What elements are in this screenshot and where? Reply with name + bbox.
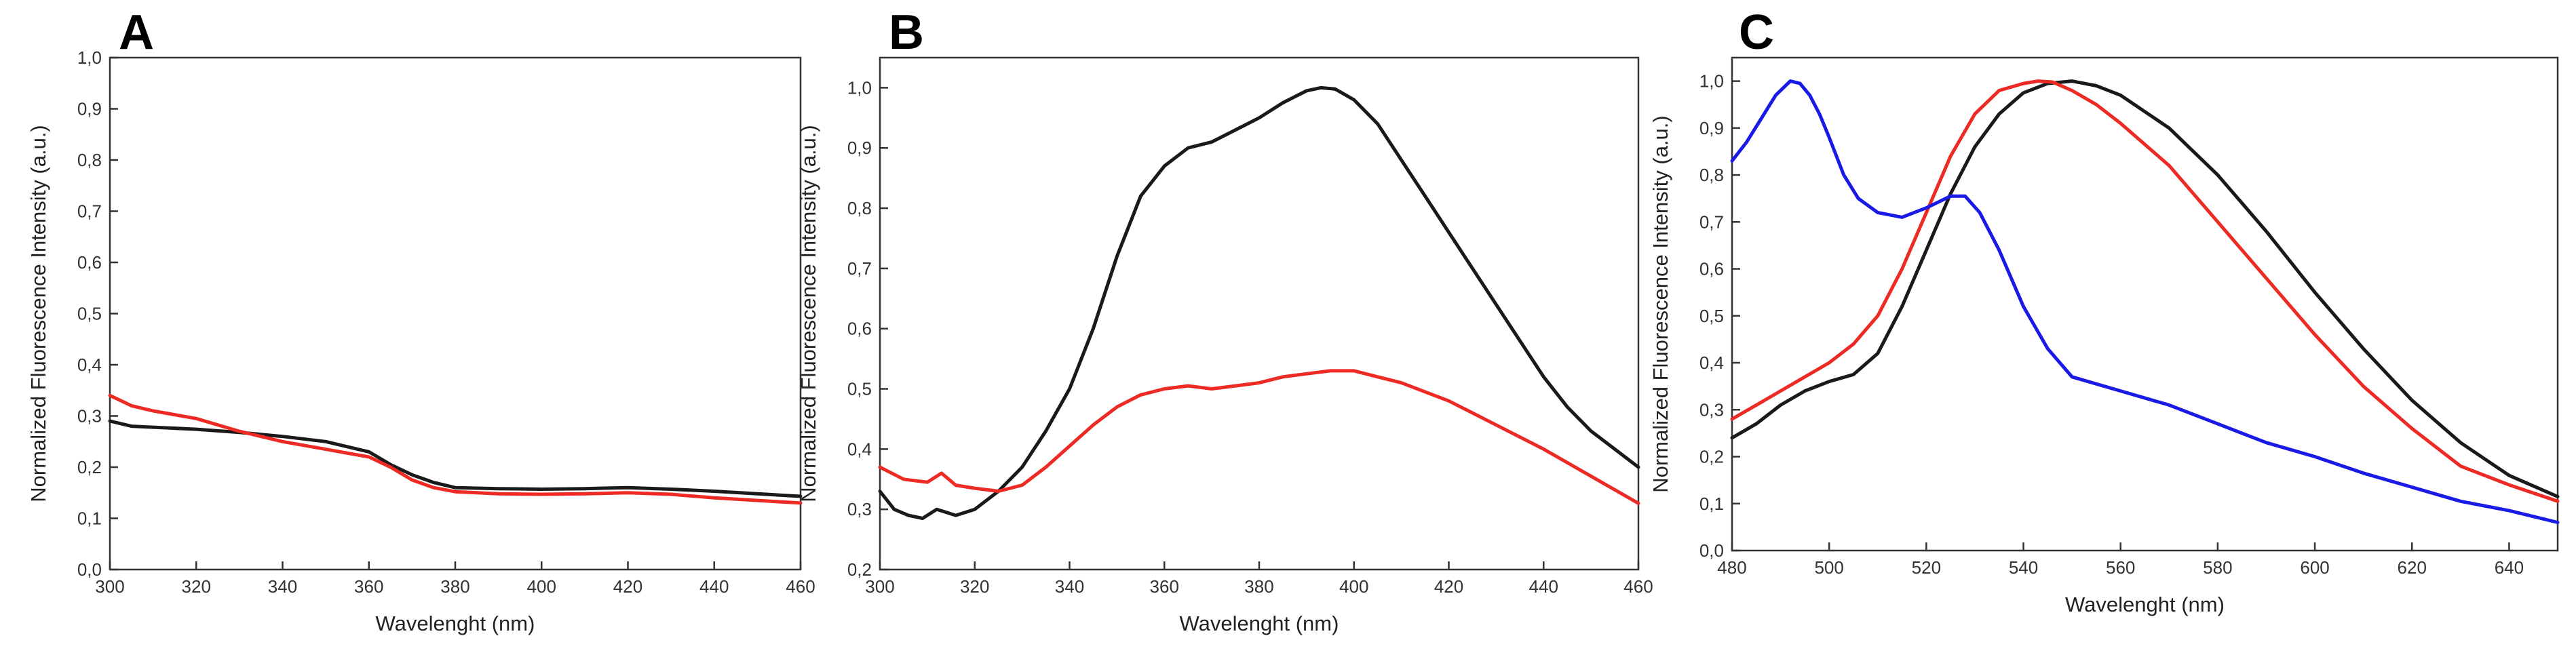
- plot-area-c: 480 500 520 540 560 580 600 620 640 0,0 0,1 0,2 0,3 0…: [1649, 56, 2560, 616]
- y-tick-label-c: 0,3: [1699, 399, 1724, 420]
- y-tick-label-a: 0,2: [77, 457, 102, 477]
- chart-panel-c: C 480 500 520 540 560 580 600 620 640 0,0 0,1 0,2 0,…: [1649, 5, 2560, 616]
- series-line-red-a: [108, 393, 803, 505]
- plot-area-b: 300 320 340 360 380 400 420 440 460 0,2 0,3 0,4 0,5 0…: [796, 56, 1653, 635]
- series-line-blue-c: [1730, 79, 2560, 524]
- y-tick-label-a: 0,3: [77, 406, 102, 426]
- y-tick-label-b: 0,2: [847, 559, 872, 580]
- y-tick-label-c: 1,0: [1699, 71, 1724, 92]
- x-tick-label-c: 640: [2495, 557, 2524, 578]
- y-tick-label-a: 0,0: [77, 559, 102, 580]
- x-tick-label-a: 360: [354, 576, 383, 597]
- panel-letter-a: A: [119, 5, 154, 60]
- y-tick-label-c: 0,5: [1699, 306, 1724, 326]
- series-line-red-b: [878, 369, 1640, 505]
- x-tick-label-b: 320: [960, 576, 989, 597]
- y-tick-label-b: 0,6: [847, 319, 872, 339]
- y-tick-label-b: 0,5: [847, 379, 872, 399]
- plot-area-a: 300 320 340 360 380 400 420 440 460 0,0 0,1 0,2 0,3 0…: [26, 47, 815, 635]
- series-line-red-c: [1730, 79, 2560, 503]
- x-tick-label-c: 500: [1814, 557, 1843, 578]
- series-line-black-a: [108, 419, 803, 498]
- y-tick-label-c: 0,1: [1699, 494, 1724, 514]
- y-tick-label-a: 0,1: [77, 509, 102, 529]
- chart-panel-b: B 300 320 340 360 380 400 420 440 460 0,2 0,3 0,4 0,…: [796, 5, 1653, 635]
- series-line-black-c: [1730, 79, 2560, 498]
- x-tick-label-b: 420: [1434, 576, 1463, 597]
- x-tick-label-a: 440: [699, 576, 729, 597]
- x-tick-label-c: 580: [2203, 557, 2232, 578]
- y-tick-label-c: 0,4: [1699, 353, 1724, 373]
- series-line-black-b: [878, 85, 1640, 520]
- y-tick-label-b: 0,9: [847, 138, 872, 158]
- x-tick-label-a: 340: [268, 576, 297, 597]
- x-tick-label-b: 360: [1150, 576, 1179, 597]
- y-axis-title-c: Normalized Fluorescence Intensity (a.u.): [1649, 115, 1672, 493]
- x-tick-label-b: 380: [1244, 576, 1273, 597]
- y-axis-title-a: Normalized Fluorescence Intensity (a.u.): [26, 125, 50, 502]
- x-axis-title-a: Wavelenght (nm): [376, 612, 535, 635]
- x-tick-label-c: 540: [2009, 557, 2038, 578]
- y-tick-label-c: 0,8: [1699, 165, 1724, 185]
- y-tick-label-c: 0,2: [1699, 447, 1724, 467]
- x-axis-title-c: Wavelenght (nm): [2065, 593, 2225, 616]
- x-tick-label-b: 340: [1055, 576, 1084, 597]
- y-tick-label-c: 0,7: [1699, 212, 1724, 232]
- panel-letter-c: C: [1739, 5, 1774, 60]
- x-tick-label-b: 300: [865, 576, 894, 597]
- y-tick-label-a: 0,8: [77, 150, 102, 170]
- x-tick-label-a: 400: [527, 576, 556, 597]
- x-tick-label-a: 320: [182, 576, 211, 597]
- y-tick-label-c: 0,6: [1699, 259, 1724, 279]
- y-tick-label-a: 0,7: [77, 201, 102, 222]
- x-tick-label-c: 520: [1912, 557, 1941, 578]
- x-tick-label-c: 600: [2300, 557, 2329, 578]
- x-tick-label-a: 460: [786, 576, 815, 597]
- x-tick-label-a: 300: [95, 576, 124, 597]
- y-tick-label-b: 1,0: [847, 77, 872, 98]
- y-tick-label-a: 1,0: [77, 47, 102, 68]
- y-tick-label-b: 0,4: [847, 439, 872, 459]
- y-tick-label-b: 0,3: [847, 499, 872, 519]
- x-tick-label-c: 620: [2398, 557, 2427, 578]
- y-tick-label-a: 0,4: [77, 355, 102, 375]
- x-tick-label-c: 560: [2106, 557, 2135, 578]
- x-axis-title-b: Wavelenght (nm): [1180, 612, 1339, 635]
- y-tick-label-a: 0,9: [77, 99, 102, 119]
- panel-letter-b: B: [889, 5, 924, 60]
- y-axis-title-b: Normalized Fluorescence Intensity (a.u.): [796, 125, 820, 502]
- x-tick-label-b: 440: [1529, 576, 1558, 597]
- y-tick-label-c: 0,0: [1699, 540, 1724, 561]
- y-tick-label-b: 0,8: [847, 198, 872, 218]
- y-tick-label-c: 0,9: [1699, 118, 1724, 138]
- y-tick-label-b: 0,7: [847, 258, 872, 279]
- x-tick-label-b: 400: [1339, 576, 1368, 597]
- x-tick-label-b: 460: [1623, 576, 1653, 597]
- chart-panel-a: A 300 320 340 360 380 400 420 440 460 0,0 0,1 0,2 0,…: [26, 5, 815, 635]
- x-tick-label-a: 420: [613, 576, 642, 597]
- plot-frame-c: [1731, 56, 2559, 552]
- x-tick-label-c: 480: [1717, 557, 1746, 578]
- y-tick-label-a: 0,6: [77, 252, 102, 273]
- y-tick-label-a: 0,5: [77, 304, 102, 324]
- x-tick-label-a: 380: [440, 576, 469, 597]
